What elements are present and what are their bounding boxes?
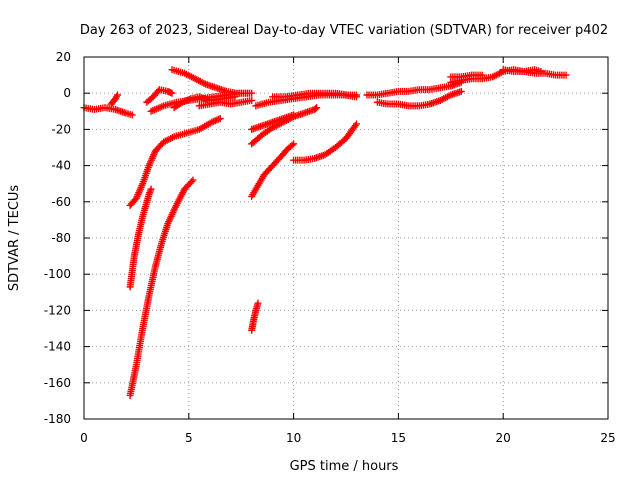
plot-frame xyxy=(83,56,609,420)
y-tick-label: -80 xyxy=(51,231,71,245)
data-point xyxy=(537,67,545,75)
series-arc-21 xyxy=(499,66,545,75)
data-point xyxy=(478,71,486,79)
y-tick-label: -140 xyxy=(44,340,71,354)
data-point xyxy=(313,104,321,112)
y-tick-label: -160 xyxy=(44,376,71,390)
series-arc-5 xyxy=(126,176,197,399)
y-tick-label: -60 xyxy=(51,195,71,209)
data-point xyxy=(114,91,122,99)
series-arc-1 xyxy=(80,104,136,119)
data-points xyxy=(80,66,570,399)
data-point xyxy=(188,178,196,186)
data-point xyxy=(189,176,197,184)
y-tick-label: 20 xyxy=(56,50,71,64)
data-point xyxy=(147,185,155,193)
data-point xyxy=(562,71,570,79)
grid-lines xyxy=(84,57,608,419)
series-arc-6 xyxy=(143,86,176,106)
data-point xyxy=(351,122,359,130)
y-tick-label: -40 xyxy=(51,159,71,173)
data-point xyxy=(352,91,360,99)
series-arc-13 xyxy=(248,140,298,200)
data-point xyxy=(290,140,298,148)
series-arc-9 xyxy=(168,66,251,97)
y-axis-label: SDTVAR / TECUs xyxy=(7,185,22,292)
y-tick-label: -100 xyxy=(44,267,71,281)
series-arc-16 xyxy=(269,89,360,101)
data-point xyxy=(352,120,360,128)
series-arc-10 xyxy=(195,96,256,110)
x-tick-label: 25 xyxy=(600,431,615,445)
data-point xyxy=(243,89,251,97)
data-point xyxy=(248,96,256,104)
x-axis-label: GPS time / hours xyxy=(290,459,399,474)
x-tick-label: 10 xyxy=(286,431,301,445)
data-point xyxy=(168,89,176,97)
series-arc-22 xyxy=(447,71,486,81)
chart-title: Day 263 of 2023, Sidereal Day-to-day VTE… xyxy=(80,23,608,38)
series-arc-12 xyxy=(248,104,321,148)
data-point xyxy=(216,115,224,123)
data-point xyxy=(288,141,296,149)
data-point xyxy=(312,105,320,113)
x-tick-label: 20 xyxy=(496,431,511,445)
x-tick-label: 0 xyxy=(80,431,88,445)
y-tick-label: 0 xyxy=(63,86,71,100)
x-tick-label: 15 xyxy=(391,431,406,445)
series-arc-3 xyxy=(126,115,224,209)
y-tick-label: -120 xyxy=(44,303,71,317)
y-tick-label: -180 xyxy=(44,412,71,426)
data-point xyxy=(254,299,262,307)
series-arc-19 xyxy=(373,87,465,110)
series-arc-2 xyxy=(107,91,122,108)
series-arc-17 xyxy=(290,120,360,164)
series-arc-14 xyxy=(248,299,262,334)
series-arc-4 xyxy=(126,185,155,291)
data-point xyxy=(128,111,136,119)
data-point xyxy=(457,87,465,95)
x-tick-label: 5 xyxy=(185,431,193,445)
y-tick-label: -20 xyxy=(51,122,71,136)
